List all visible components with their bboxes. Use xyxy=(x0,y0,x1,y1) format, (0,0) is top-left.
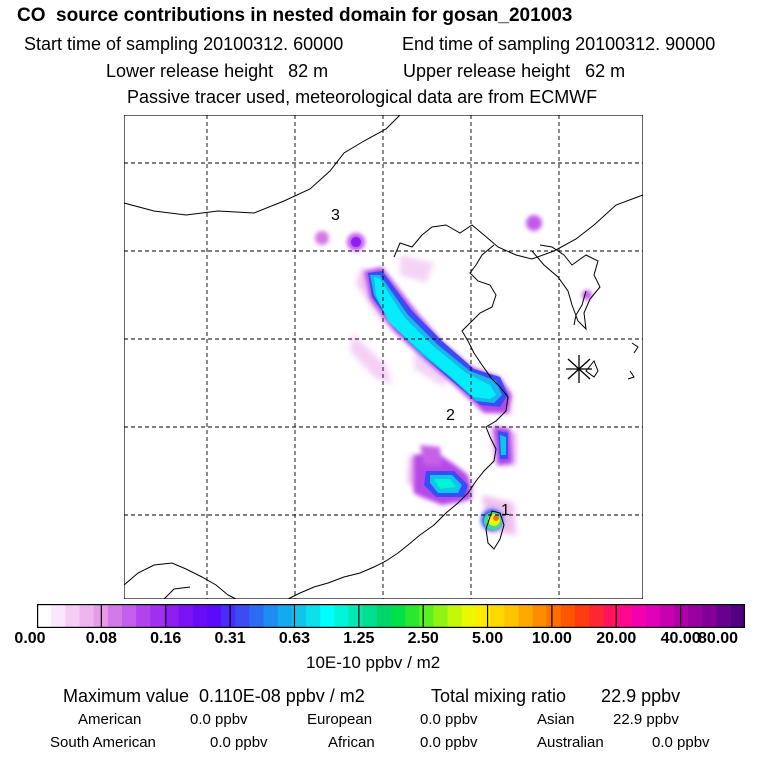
colorbar-tick-label: 0.16 xyxy=(150,630,182,647)
colorbar-cell xyxy=(121,604,137,628)
colorbar-tick-label: 80.00 xyxy=(697,630,739,647)
coastlines xyxy=(124,115,643,599)
colorbar-cell xyxy=(475,604,491,628)
colorbar-cell xyxy=(334,604,350,628)
colorbar-ticks: 0.00 0.08 0.16 0.31 0.63 1.25 2.50 5.00 10.00 20.… xyxy=(0,630,768,650)
map-frame xyxy=(124,115,643,599)
colorbar-cell xyxy=(518,604,534,628)
colorbar-cell xyxy=(150,604,166,628)
colorbar-cell xyxy=(206,604,222,628)
region-label-2: 2 xyxy=(446,407,455,424)
region-american-value: 0.0 ppbv xyxy=(190,711,248,728)
colorbar-cell xyxy=(221,604,236,628)
colorbar-cell xyxy=(631,604,647,628)
colorbar-cell xyxy=(645,604,661,628)
colorbar-cell xyxy=(617,604,633,628)
colorbar-tick-label: 0.31 xyxy=(214,630,246,647)
max-value-label: Maximum value 0.110E-08 ppbv / m2 xyxy=(63,686,365,706)
colorbar-tick-label: 1.25 xyxy=(343,630,375,647)
colorbar-cell xyxy=(291,604,307,628)
colorbar-cell xyxy=(348,604,364,628)
region-european-value: 0.0 ppbv xyxy=(420,711,478,728)
region-asian-value: 22.9 ppbv xyxy=(613,711,679,728)
region-south-american-name: South American xyxy=(50,734,156,751)
start-time-label: Start time of sampling 20100312. 60000 xyxy=(24,34,344,54)
end-time-label: End time of sampling 20100312. 90000 xyxy=(402,34,716,54)
colorbar-cell xyxy=(263,604,279,628)
total-mixing-label: Total mixing ratio 22.9 ppbv xyxy=(431,686,681,706)
colorbar-cell xyxy=(716,604,732,628)
colorbar-units: 10E-10 ppbv / m2 xyxy=(306,653,441,672)
colorbar-tick-label: 2.50 xyxy=(407,630,439,647)
colorbar-cell xyxy=(107,604,123,628)
colorbar-tick-label: 20.00 xyxy=(596,630,637,647)
colorbar xyxy=(37,604,745,628)
grid-lines xyxy=(124,115,643,599)
colorbar-tick-label: 5.00 xyxy=(471,630,504,647)
colorbar-tick-label: 40.00 xyxy=(660,630,701,647)
colorbar-cell xyxy=(560,604,576,628)
colorbar-cell xyxy=(603,604,619,628)
co-plume-high xyxy=(351,237,508,530)
colorbar-tick-label: 0.08 xyxy=(85,630,117,647)
colorbar-cell xyxy=(730,604,745,628)
colorbar-tick-label: 0.63 xyxy=(278,630,311,647)
upper-release-label: Upper release height 62 m xyxy=(403,61,626,81)
region-label-1: 1 xyxy=(501,502,510,519)
colorbar-cell xyxy=(362,604,378,628)
colorbar-cell xyxy=(532,604,548,628)
star-icon xyxy=(566,355,592,383)
colorbar-cell xyxy=(376,604,392,628)
source-contribution-map: 3 2 1 xyxy=(124,115,643,599)
colorbar-tick-label: 10.00 xyxy=(531,630,572,647)
colorbar-cell xyxy=(178,604,194,628)
colorbar-cell xyxy=(235,604,250,628)
colorbar-cell xyxy=(164,604,180,628)
colorbar-cell xyxy=(277,604,293,628)
colorbar-cell xyxy=(136,604,151,628)
colorbar-cell xyxy=(405,604,420,628)
colorbar-cell xyxy=(433,604,449,628)
region-australian-name: Australian xyxy=(537,734,604,751)
colorbar-cell xyxy=(51,604,66,628)
colorbar-cell xyxy=(660,604,675,628)
colorbar-cell xyxy=(490,604,505,628)
region-african-value: 0.0 ppbv xyxy=(420,734,478,751)
colorbar-cell xyxy=(192,604,208,628)
colorbar-cell xyxy=(447,604,463,628)
colorbar-cell xyxy=(461,604,477,628)
region-african-name: African xyxy=(328,734,375,751)
page-title: CO source contributions in nested domain… xyxy=(17,5,573,26)
colorbar-cell xyxy=(688,604,704,628)
colorbar-cell xyxy=(419,604,435,628)
colorbar-cell xyxy=(249,604,265,628)
region-asian-name: Asian xyxy=(537,711,575,728)
colorbar-cell xyxy=(79,604,95,628)
colorbar-cell xyxy=(504,604,520,628)
colorbar-cell xyxy=(589,604,604,628)
colorbar-tick-label: 0.00 xyxy=(14,630,46,647)
region-european-name: European xyxy=(307,711,373,728)
colorbar-cell xyxy=(702,604,718,628)
region-australian-value: 0.0 ppbv xyxy=(652,734,710,751)
colorbar-cell xyxy=(391,604,406,628)
colorbar-cell xyxy=(575,604,590,628)
colorbar-cell xyxy=(320,604,335,628)
colorbar-cell xyxy=(546,604,562,628)
region-american-name: American xyxy=(78,711,142,728)
region-label-3: 3 xyxy=(331,207,340,224)
region-south-american-value: 0.0 ppbv xyxy=(210,734,268,751)
tracer-note: Passive tracer used, meteorological data… xyxy=(127,87,598,107)
colorbar-cell xyxy=(65,604,81,628)
lower-release-label: Lower release height 82 m xyxy=(106,61,329,81)
colorbar-cell xyxy=(306,604,321,628)
colorbar-cell xyxy=(674,604,689,628)
colorbar-cell xyxy=(37,604,52,628)
